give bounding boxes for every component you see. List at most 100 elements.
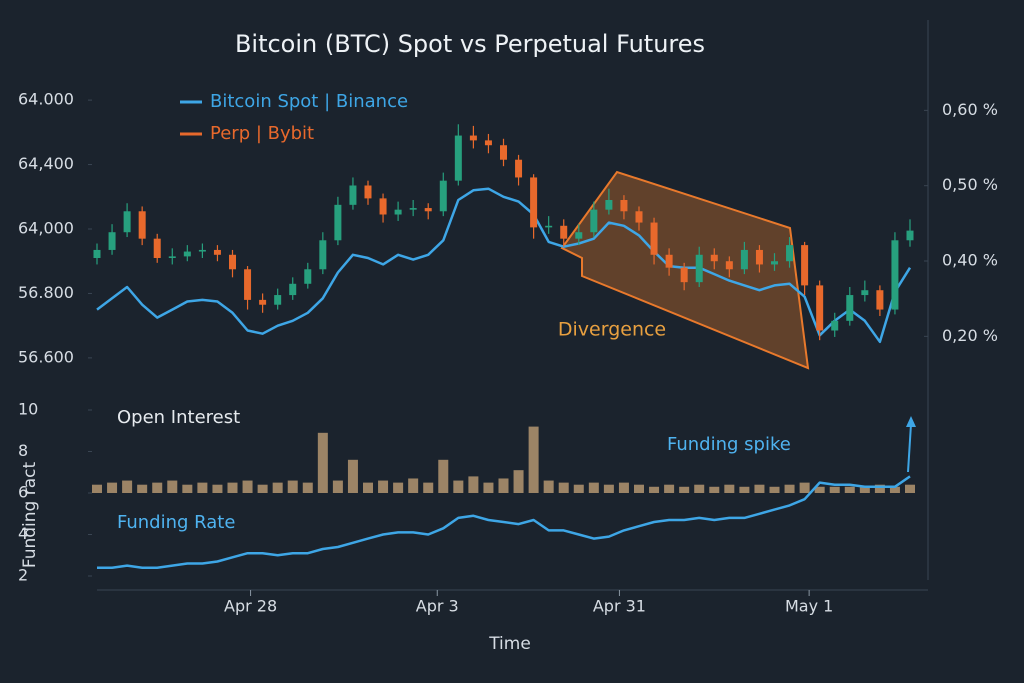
candle-body — [168, 256, 176, 258]
series-label: Funding Rate — [117, 512, 235, 533]
bar — [182, 484, 193, 493]
candle-body — [213, 249, 221, 255]
candle-body — [138, 211, 146, 239]
bar — [513, 470, 524, 493]
y-tick-label: 6 — [18, 483, 28, 502]
candle-body — [635, 211, 643, 223]
bar — [92, 484, 102, 493]
bar — [829, 486, 840, 493]
candle-body — [530, 177, 538, 228]
bar — [814, 486, 825, 493]
candle-body — [695, 254, 703, 283]
candle-body — [680, 267, 688, 283]
bar — [543, 480, 554, 493]
candle-body — [409, 208, 417, 210]
annotation-arrow — [907, 423, 912, 473]
candle-body — [786, 245, 794, 262]
candle-body — [816, 285, 824, 331]
bar — [664, 484, 675, 493]
arrow-head — [906, 416, 916, 427]
panel-label: Open Interest — [117, 407, 240, 428]
candle-body — [229, 254, 236, 270]
annotation: Funding spike — [667, 434, 791, 455]
bar — [408, 478, 419, 493]
bar — [799, 482, 810, 493]
bar — [754, 484, 765, 493]
candle-body — [259, 299, 267, 305]
candle-body — [289, 283, 297, 296]
y2-tick-label: 0,50 % — [942, 175, 998, 194]
y-tick-label: 56.600 — [18, 347, 74, 366]
bar — [618, 482, 629, 493]
x-tick-label: Apr 31 — [593, 597, 646, 616]
legend-label: Perp | Bybit — [210, 123, 314, 144]
bar — [528, 426, 539, 493]
candle-body — [349, 185, 357, 205]
y2-tick-label: 0,60 % — [942, 100, 998, 119]
bar — [152, 482, 163, 493]
y-tick-label: 4 — [18, 524, 28, 543]
bar — [739, 486, 750, 493]
y-tick-label: 2 — [18, 566, 28, 585]
bar — [242, 480, 253, 493]
bar — [423, 482, 434, 493]
bar — [649, 486, 660, 493]
bar — [453, 480, 464, 493]
bar — [317, 432, 328, 493]
candle-body — [484, 140, 492, 146]
bar — [287, 480, 298, 493]
x-tick-label: May 1 — [785, 597, 833, 616]
y-tick-label: 8 — [18, 441, 28, 460]
bar — [378, 480, 389, 493]
candle-body — [861, 290, 869, 296]
candle-body — [469, 135, 477, 141]
candle-body — [123, 211, 131, 233]
y-tick-label: 64,400 — [18, 154, 74, 173]
line — [96, 187, 912, 344]
bar — [272, 482, 283, 493]
candle-body — [605, 200, 613, 210]
candle-body — [710, 254, 718, 262]
y-tick-label: 64,000 — [18, 219, 74, 238]
line — [97, 475, 911, 569]
bar — [573, 484, 584, 493]
candle-body — [801, 245, 809, 286]
y2-tick-label: 0,20 % — [942, 326, 998, 345]
bar — [694, 484, 705, 493]
candle-body — [319, 240, 327, 270]
y-tick-label: 10 — [18, 400, 38, 419]
bar — [483, 482, 494, 493]
candle-body — [515, 159, 523, 178]
bar — [724, 484, 735, 493]
bar — [468, 476, 479, 493]
candle-body — [906, 230, 914, 241]
bar — [212, 484, 223, 493]
bar — [709, 486, 720, 493]
bar — [363, 482, 373, 493]
bar — [588, 482, 599, 493]
candle-body — [244, 269, 252, 300]
bar — [167, 480, 178, 493]
bar — [874, 484, 885, 493]
bar — [197, 482, 208, 493]
bar — [905, 484, 915, 493]
candle-body — [93, 249, 101, 258]
candle-body — [198, 249, 206, 252]
candle-body — [891, 240, 899, 310]
bar — [257, 484, 268, 493]
y-tick-label: 64.000 — [18, 90, 74, 109]
candle-body — [304, 269, 312, 284]
candle-body — [153, 238, 161, 258]
candle-body — [183, 251, 191, 257]
chart-title: Bitcoin (BTC) Spot vs Perpetual Futures — [235, 30, 705, 58]
x-tick-label: Apr 3 — [416, 597, 459, 616]
x-axis-label: Time — [488, 634, 531, 654]
candle-body — [500, 145, 507, 160]
bar — [679, 486, 690, 493]
bar — [498, 478, 509, 493]
y-axis-label: Funding ract — [20, 462, 40, 569]
candle-body — [755, 249, 763, 265]
bar — [558, 482, 569, 493]
bar — [889, 486, 900, 493]
candle-body — [364, 185, 372, 199]
